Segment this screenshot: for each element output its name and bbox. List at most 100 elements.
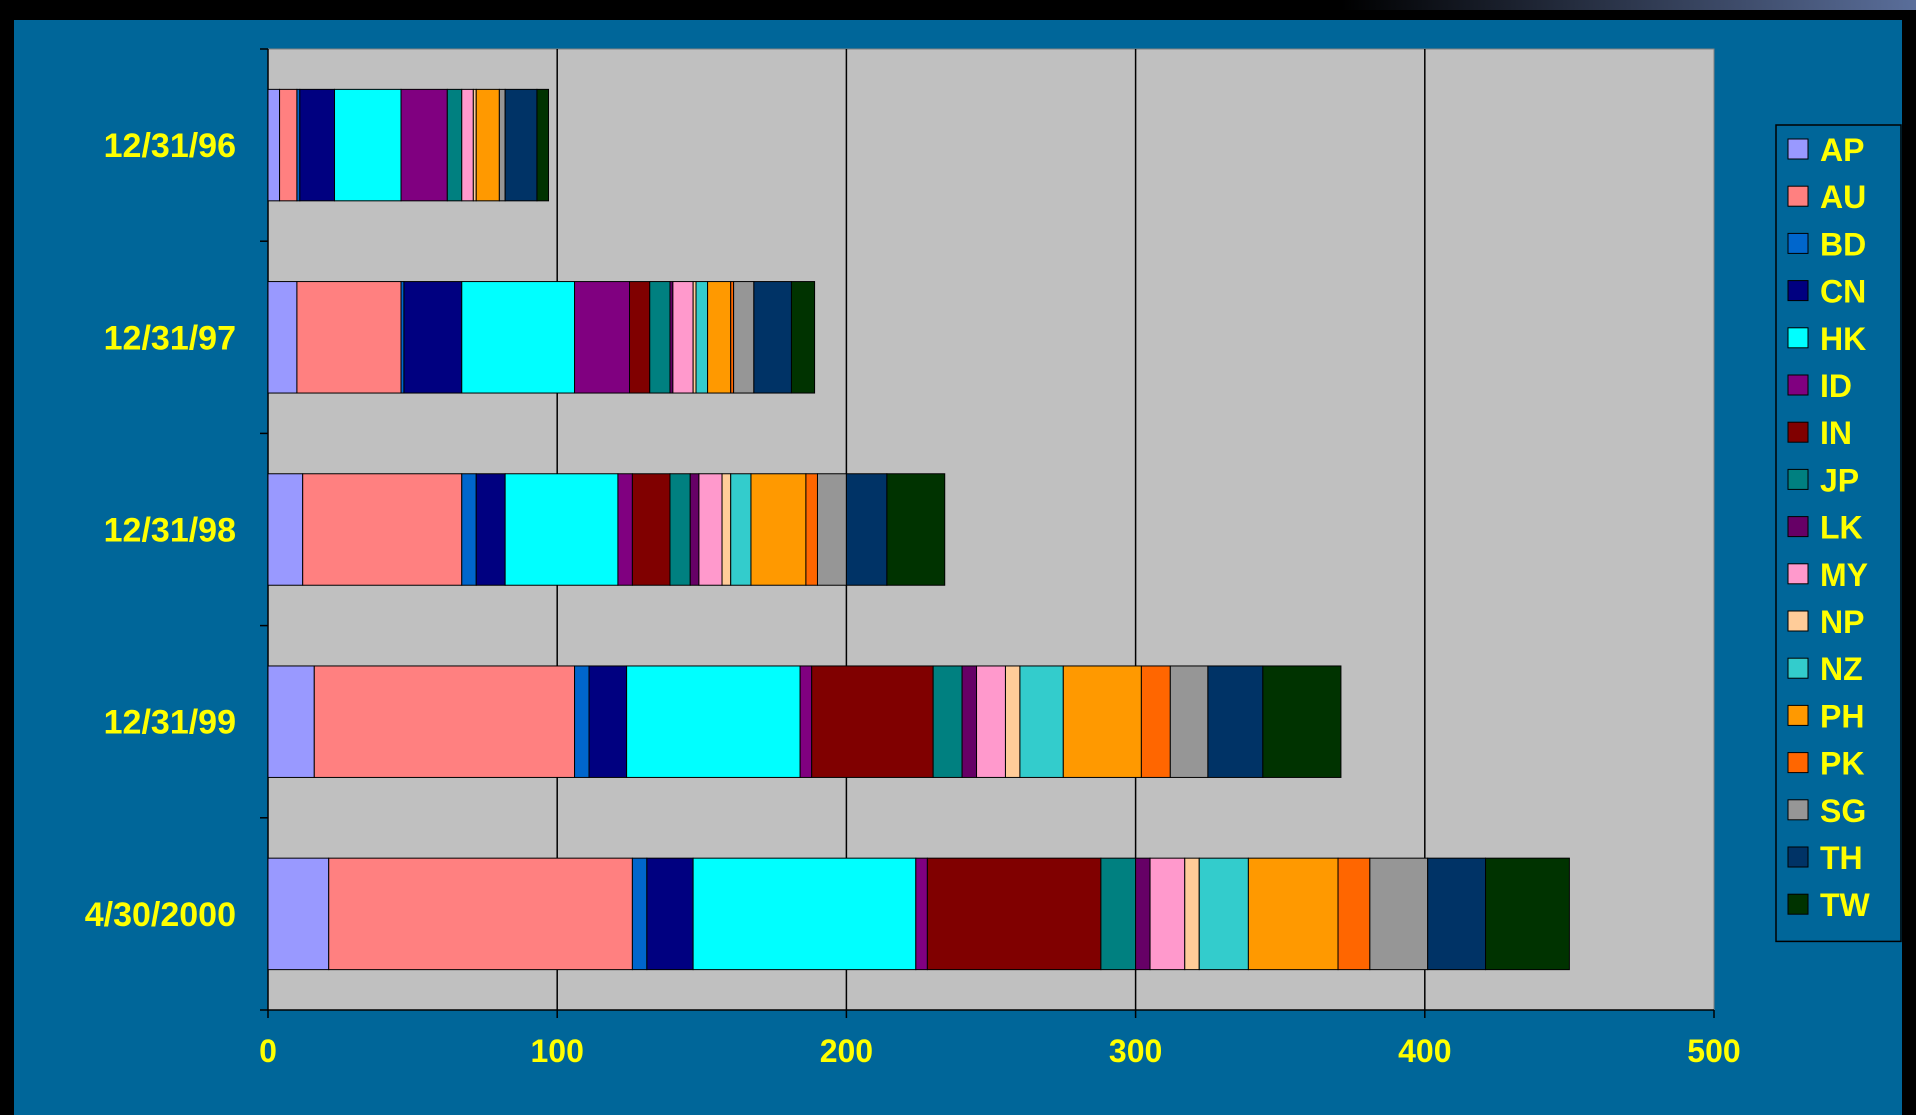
legend-swatch: [1787, 610, 1809, 632]
bar-segment: [626, 665, 801, 778]
bar-segment: [707, 281, 732, 394]
legend-label: TH: [1820, 840, 1863, 876]
bar-segment: [400, 88, 448, 202]
legend-label: BD: [1820, 226, 1866, 262]
legend-swatch: [1787, 893, 1809, 915]
bar-segment: [1062, 665, 1142, 778]
bar-segment: [629, 281, 651, 394]
bar-segment: [504, 473, 619, 586]
bar-segment: [1207, 665, 1264, 778]
legend-swatch: [1787, 799, 1809, 821]
legend-label: JP: [1820, 462, 1859, 498]
bar-segment: [279, 88, 298, 202]
bar-segment: [1149, 857, 1186, 971]
bar-segment: [811, 665, 934, 778]
legend-label: PH: [1820, 698, 1864, 734]
legend-label: LK: [1820, 510, 1863, 546]
bar-segment: [649, 281, 671, 394]
legend-swatch: [1787, 280, 1809, 302]
bar-segment: [669, 473, 691, 586]
legend-label: SG: [1820, 793, 1866, 829]
bar-segment: [790, 281, 816, 394]
bar-segment: [1004, 665, 1021, 778]
bar-segment: [730, 473, 752, 586]
bar-segment: [750, 473, 807, 586]
bar-segment: [504, 88, 538, 202]
bar-segment: [845, 473, 888, 586]
bar-segment: [1262, 665, 1342, 778]
bar-segment: [1019, 665, 1064, 778]
bar-segment: [932, 665, 963, 778]
bar-segment: [1135, 857, 1151, 971]
x-tick-label: 200: [820, 1033, 873, 1069]
chart-panel: 0 100 200 300 400 500 12/31/96 12/31/97 12/31/98…: [14, 20, 1902, 1115]
bar-segment: [1485, 857, 1570, 971]
bar-segment: [267, 857, 330, 971]
bar-segment: [328, 857, 633, 971]
bar-segment: [1337, 857, 1371, 971]
bar-segment: [461, 281, 576, 394]
y-category-label: 12/31/98: [104, 512, 236, 550]
legend-label: PK: [1820, 746, 1864, 782]
bar-segment: [267, 281, 298, 394]
y-category-label: 12/31/99: [104, 704, 236, 742]
bar-segment: [698, 473, 723, 586]
legend-label: NP: [1820, 604, 1864, 640]
bar-segment: [299, 88, 336, 202]
stacked-bar-chart: 0 100 200 300 400 500 12/31/96 12/31/97 12/31/98…: [85, 48, 1902, 1069]
axes-group: 0 100 200 300 400 500 12/31/96 12/31/97 12/31/98…: [85, 48, 1741, 1069]
legend-swatch: [1787, 563, 1809, 585]
bar-segment: [1184, 857, 1200, 971]
x-tick-label: 0: [259, 1033, 277, 1069]
bar-segment: [617, 473, 633, 586]
bar-segment: [475, 88, 500, 202]
bar-segment: [915, 857, 928, 971]
bar-segment: [1140, 665, 1171, 778]
y-category-label: 4/30/2000: [85, 896, 236, 934]
bar-segment: [753, 281, 792, 394]
legend-label: HK: [1820, 321, 1866, 357]
bar-segment: [631, 857, 648, 971]
legend-swatch: [1787, 846, 1809, 868]
legend-swatch: [1787, 232, 1809, 254]
bar-segment: [1247, 857, 1339, 971]
bar-segment: [672, 281, 694, 394]
bar-segment: [1427, 857, 1487, 971]
bar-segment: [403, 281, 463, 394]
x-tick-label: 500: [1687, 1033, 1740, 1069]
legend-label: IN: [1820, 415, 1852, 451]
legend-swatch: [1787, 138, 1809, 160]
bar-segment: [313, 665, 576, 778]
bars-group: [267, 88, 1570, 971]
legend-swatch: [1787, 327, 1809, 349]
bar-segment: [886, 473, 946, 586]
legend-label: AP: [1820, 132, 1864, 168]
bar-segment: [498, 88, 506, 202]
bar-segment: [926, 857, 1102, 971]
bar-segment: [799, 665, 813, 778]
legend-swatch: [1787, 468, 1809, 490]
legend-label: AU: [1820, 179, 1866, 215]
bar-segment: [805, 473, 818, 586]
legend-swatch: [1787, 752, 1809, 774]
legend-swatch: [1787, 421, 1809, 443]
bar-segment: [267, 665, 315, 778]
bar-segment: [461, 473, 477, 586]
bar-segment: [536, 88, 550, 202]
bar-segment: [816, 473, 847, 586]
bar-segment: [1198, 857, 1249, 971]
bar-segment: [689, 473, 700, 586]
bar-segment: [646, 857, 694, 971]
bar-segment: [296, 281, 402, 394]
bar-segment: [976, 665, 1006, 778]
bar-segment: [302, 473, 463, 586]
legend-swatch: [1787, 185, 1809, 207]
bar-segment: [461, 88, 474, 202]
top-border-bar: [0, 0, 1916, 10]
bar-segment: [574, 281, 631, 394]
bar-segment: [631, 473, 671, 586]
y-category-label: 12/31/96: [104, 127, 236, 165]
bar-segment: [733, 281, 755, 394]
bar-segment: [961, 665, 978, 778]
bar-segment: [267, 88, 281, 202]
